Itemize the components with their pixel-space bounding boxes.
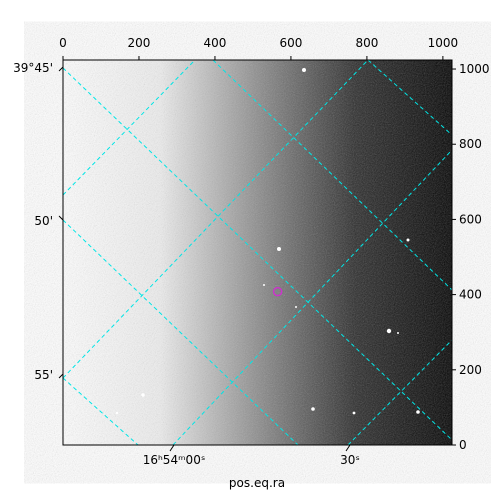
graticule [63, 60, 452, 445]
ra-tick-label: 30ˢ [340, 453, 360, 467]
frame [62, 59, 453, 446]
x-tick-label: 0 [59, 36, 67, 50]
y-tick-label: 0 [459, 438, 467, 452]
y-tick-label: 600 [459, 212, 482, 226]
source-marker [272, 286, 283, 297]
dec-tick-label: 50' [34, 214, 53, 228]
x-axis-label: pos.eq.ra [229, 476, 285, 490]
dec-tick-label: 55' [34, 368, 53, 382]
x-tick-label: 400 [204, 36, 227, 50]
y-tick-label: 800 [459, 137, 482, 151]
x-tick-label: 600 [279, 36, 302, 50]
x-tick-label: 1000 [428, 36, 459, 50]
x-tick-label: 200 [128, 36, 151, 50]
y-tick-label: 200 [459, 363, 482, 377]
y-tick-label: 400 [459, 288, 482, 302]
dec-tick-label: 39°45' [13, 61, 53, 75]
y-tick-label: 1000 [459, 62, 490, 76]
image [63, 60, 452, 445]
world-ticks [58, 66, 351, 452]
x-tick-label: 800 [355, 36, 378, 50]
ra-tick-label: 16ʰ54ᵐ00ˢ [143, 453, 206, 467]
